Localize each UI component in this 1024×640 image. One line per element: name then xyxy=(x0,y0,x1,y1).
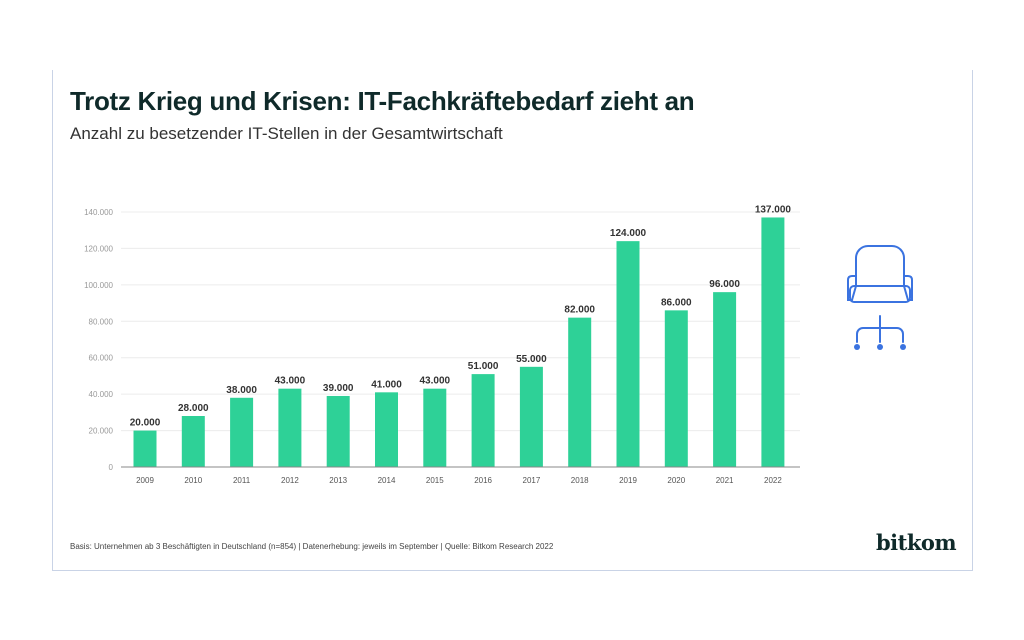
data-label: 43.000 xyxy=(420,376,451,387)
bar-2014 xyxy=(375,392,398,467)
data-label: 41.000 xyxy=(371,379,402,390)
bitkom-logo: bitkom xyxy=(876,530,957,555)
bar-2009 xyxy=(133,430,157,467)
x-tick-label: 2012 xyxy=(281,476,299,485)
data-label: 124.000 xyxy=(610,228,647,239)
bar-2015 xyxy=(423,388,447,467)
x-tick-label: 2015 xyxy=(426,476,444,485)
x-tick-label: 2018 xyxy=(571,476,589,485)
data-label: 96.000 xyxy=(709,279,740,290)
y-tick-label: 40.000 xyxy=(89,390,114,399)
bar-2011 xyxy=(230,397,254,467)
bar-2020 xyxy=(664,310,688,467)
x-tick-label: 2020 xyxy=(667,476,685,485)
bar-2018 xyxy=(568,317,592,467)
bar-2010 xyxy=(181,416,205,467)
y-tick-label: 20.000 xyxy=(89,427,114,436)
y-tick-label: 140.000 xyxy=(84,208,113,217)
data-label: 51.000 xyxy=(468,361,499,372)
x-tick-label: 2009 xyxy=(136,476,154,485)
data-label: 28.000 xyxy=(178,403,209,414)
x-tick-label: 2019 xyxy=(619,476,637,485)
bar-2017 xyxy=(519,366,543,467)
y-tick-label: 60.000 xyxy=(89,354,114,363)
bar-2012 xyxy=(278,388,302,467)
data-label: 38.000 xyxy=(226,385,257,396)
x-tick-label: 2013 xyxy=(329,476,347,485)
x-tick-label: 2011 xyxy=(233,476,251,485)
bar-2016 xyxy=(471,374,495,467)
chart-frame xyxy=(52,70,973,571)
data-label: 55.000 xyxy=(516,354,547,365)
data-label: 43.000 xyxy=(275,376,306,387)
data-label: 39.000 xyxy=(323,383,354,394)
x-tick-label: 2021 xyxy=(716,476,734,485)
source-note: Basis: Unternehmen ab 3 Beschäftigten in… xyxy=(70,542,554,551)
data-label: 82.000 xyxy=(564,305,595,316)
bar-2019 xyxy=(616,241,640,467)
bar-2022 xyxy=(761,217,785,467)
data-label: 137.000 xyxy=(755,204,792,215)
y-tick-label: 0 xyxy=(109,463,114,472)
bar-2013 xyxy=(326,395,350,467)
data-label: 20.000 xyxy=(130,418,161,429)
y-tick-label: 120.000 xyxy=(84,244,113,253)
chart-subtitle: Anzahl zu besetzender IT-Stellen in der … xyxy=(70,124,503,143)
x-tick-label: 2010 xyxy=(184,476,202,485)
x-tick-label: 2014 xyxy=(378,476,396,485)
x-tick-label: 2017 xyxy=(523,476,541,485)
y-tick-label: 100.000 xyxy=(84,281,113,290)
bar-2021 xyxy=(713,292,737,467)
chart-title: Trotz Krieg und Krisen: IT-Fachkräftebed… xyxy=(70,86,695,116)
y-tick-label: 80.000 xyxy=(89,317,114,326)
data-label: 86.000 xyxy=(661,297,692,308)
x-tick-label: 2022 xyxy=(764,476,782,485)
office-chair-icon xyxy=(847,245,913,350)
x-tick-label: 2016 xyxy=(474,476,492,485)
